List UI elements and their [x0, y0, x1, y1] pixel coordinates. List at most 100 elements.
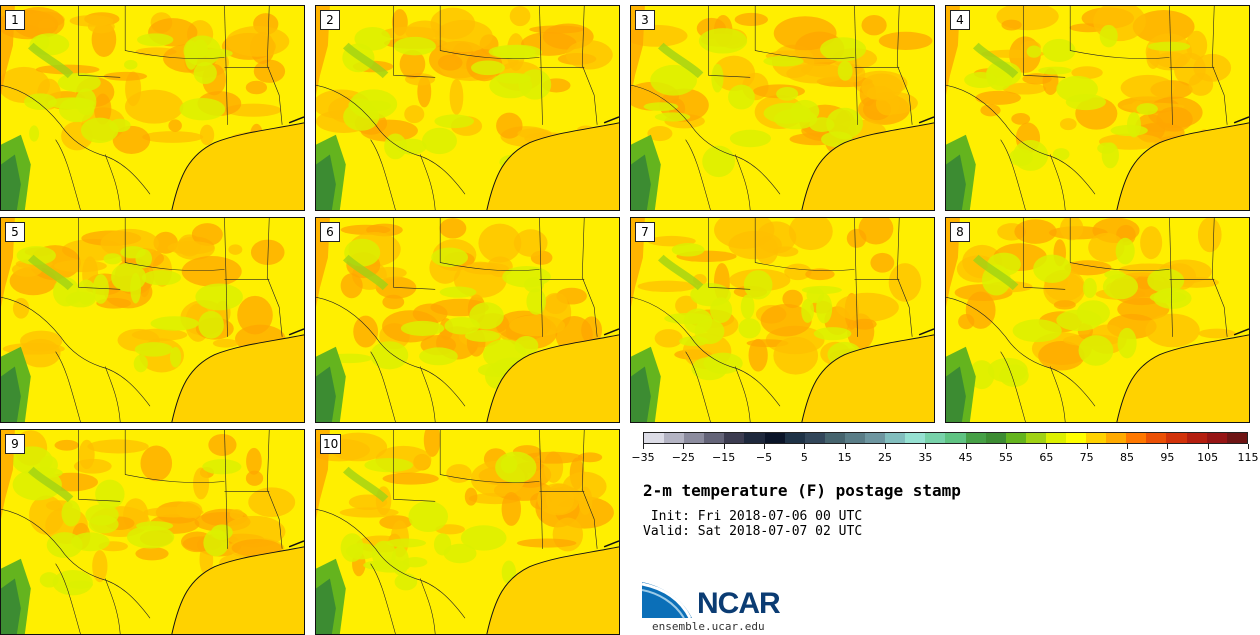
- temperature-map: [316, 218, 619, 422]
- member-panel-3: 3: [630, 5, 935, 211]
- colorbar-swatch: [1166, 433, 1187, 443]
- member-panel-9: 9: [0, 429, 305, 635]
- colorbar-swatch: [1226, 433, 1247, 443]
- colorbar-tick: [723, 444, 725, 449]
- member-number-label: 2: [320, 10, 340, 30]
- colorbar-swatch: [764, 433, 785, 443]
- colorbar-swatch: [965, 433, 986, 443]
- member-number-label: 3: [635, 10, 655, 30]
- colorbar-tick: [764, 444, 765, 449]
- valid-time: Valid: Sat 2018-07-07 02 UTC: [643, 524, 863, 539]
- colorbar-tick-label: 45: [958, 451, 973, 464]
- colorbar-tick-label: 55: [999, 451, 1013, 464]
- colorbar-swatch: [925, 433, 946, 443]
- colorbar-swatch: [945, 433, 966, 443]
- member-number-label: 10: [320, 434, 342, 454]
- member-panel-6: 6: [315, 217, 620, 423]
- temperature-map: [316, 430, 619, 634]
- colorbar-tick-label: 105: [1197, 451, 1219, 464]
- logo-text: NCAR: [697, 587, 781, 620]
- colorbar-swatch: [985, 433, 1006, 443]
- colorbar-tick: [965, 444, 967, 449]
- colorbar-swatch: [1126, 433, 1147, 443]
- colorbar-tick-label: 75: [1079, 451, 1094, 464]
- ncar-logo-icon: [642, 578, 692, 619]
- colorbar-swatch: [664, 433, 685, 443]
- colorbar-swatch: [1025, 433, 1046, 443]
- colorbar-tick: [1127, 444, 1128, 449]
- colorbar-tick-label: 85: [1120, 451, 1134, 464]
- colorbar-tick-label: −25: [671, 451, 695, 464]
- colorbar-swatch: [844, 433, 866, 443]
- temperature-map: [946, 218, 1249, 422]
- colorbar-tick: [1086, 444, 1088, 449]
- colorbar-tick-label: 115: [1237, 451, 1259, 464]
- colorbar-tick-label: 15: [837, 451, 852, 464]
- member-panel-8: 8: [945, 217, 1250, 423]
- colorbar-tick-label: 25: [878, 451, 892, 464]
- member-number-label: 5: [5, 222, 25, 242]
- colorbar-swatch: [865, 433, 886, 443]
- temperature-map: [631, 6, 934, 210]
- member-number-label: 1: [5, 10, 25, 30]
- member-panel-10: 10: [315, 429, 620, 635]
- member-panel-5: 5: [0, 217, 305, 423]
- colorbar-tick: [844, 444, 846, 449]
- temperature-map: [1, 6, 304, 210]
- member-number-label: 6: [320, 222, 340, 242]
- temperature-map: [1, 430, 304, 634]
- colorbar-tick: [683, 444, 685, 449]
- colorbar-tick: [1248, 444, 1249, 449]
- temperature-map: [1, 218, 304, 422]
- colorbar-swatch: [744, 433, 765, 443]
- member-panel-2: 2: [315, 5, 620, 211]
- colorbar-tick-label: 65: [1039, 451, 1054, 464]
- colorbar-swatch: [885, 433, 906, 443]
- colorbar-swatch: [824, 433, 845, 443]
- colorbar-swatch: [704, 433, 725, 443]
- colorbar-tick: [1167, 444, 1169, 449]
- init-time: Init: Fri 2018-07-06 00 UTC: [643, 509, 863, 524]
- colorbar-tick-label: 95: [1160, 451, 1175, 464]
- colorbar-tick-label: 5: [800, 451, 808, 464]
- colorbar-swatch: [1146, 433, 1167, 443]
- colorbar-tick: [643, 444, 644, 449]
- member-panel-4: 4: [945, 5, 1250, 211]
- colorbar-tick: [1207, 444, 1209, 449]
- colorbar-swatch: [905, 433, 926, 443]
- temperature-map: [316, 6, 619, 210]
- colorbar-swatch: [1106, 433, 1127, 443]
- member-number-label: 9: [5, 434, 25, 454]
- colorbar-tick-label: −5: [755, 451, 773, 464]
- colorbar-swatch: [784, 433, 805, 443]
- temperature-map: [946, 6, 1249, 210]
- colorbar-tick: [1006, 444, 1007, 449]
- colorbar-swatch: [1086, 433, 1107, 443]
- colorbar-tick: [804, 444, 806, 449]
- colorbar-swatch: [1065, 433, 1087, 443]
- colorbar-swatch: [1206, 433, 1227, 443]
- colorbar-swatch: [1186, 433, 1207, 443]
- colorbar-tick-label: 35: [918, 451, 933, 464]
- member-number-label: 4: [950, 10, 970, 30]
- colorbar-swatch: [644, 433, 665, 443]
- colorbar-tick-label: −15: [712, 451, 736, 464]
- colorbar-tick: [1046, 444, 1048, 449]
- colorbar-tick-label: −35: [631, 451, 655, 464]
- colorbar-tick: [925, 444, 927, 449]
- colorbar-swatch: [1005, 433, 1026, 443]
- colorbar-ticks: −35 −25 −15 −5 5 15 25 35 45 55 65 75 85 95 105 115: [631, 444, 1259, 468]
- colorbar-swatch: [1045, 433, 1066, 443]
- temperature-map: [631, 218, 934, 422]
- site-url: ensemble.ucar.edu: [652, 620, 765, 633]
- member-number-label: 7: [635, 222, 655, 242]
- colorbar-swatch: [724, 433, 745, 443]
- member-number-label: 8: [950, 222, 970, 242]
- colorbar-swatch: [684, 433, 705, 443]
- temperature-colorbar: [643, 432, 1248, 444]
- colorbar-swatch: [804, 433, 825, 443]
- colorbar-tick: [885, 444, 886, 449]
- chart-title: 2-m temperature (F) postage stamp: [643, 481, 961, 500]
- member-panel-7: 7: [630, 217, 935, 423]
- member-panel-1: 1: [0, 5, 305, 211]
